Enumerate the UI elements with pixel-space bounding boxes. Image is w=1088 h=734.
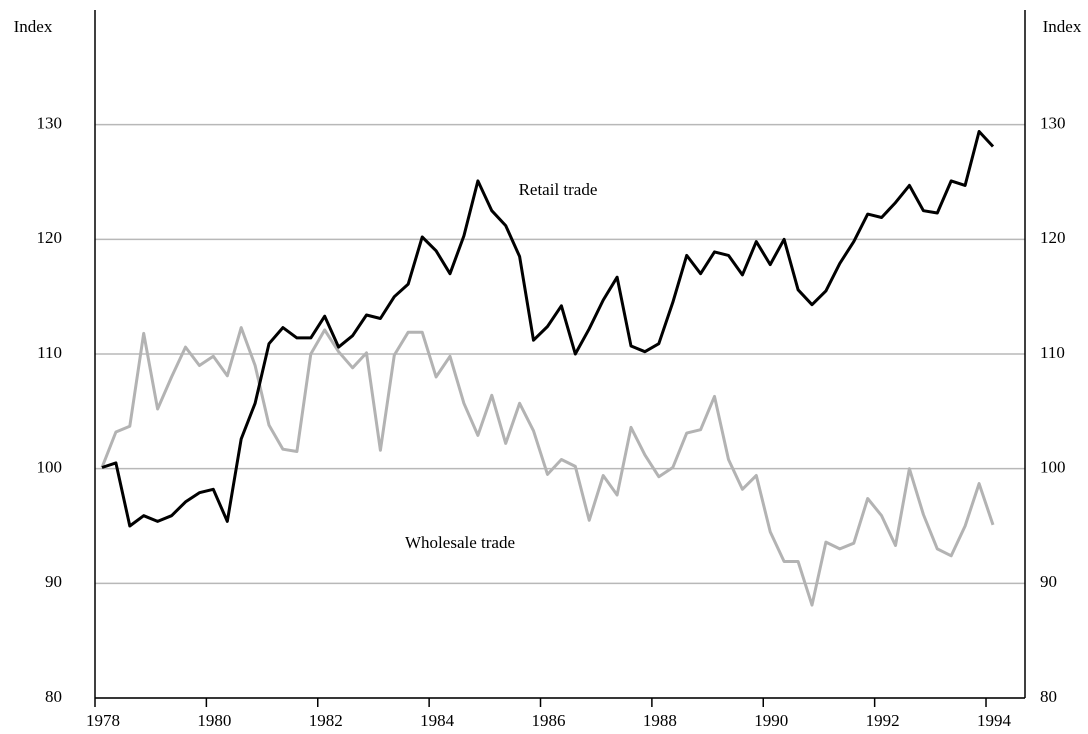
y-tick-label-left: 130 [37,114,63,133]
y-tick-label-right: 120 [1040,228,1066,247]
series-label: Wholesale trade [405,533,515,552]
x-tick-label: 1980 [197,711,231,730]
series-line [100,326,995,607]
y-tick-label-right: 80 [1040,687,1057,706]
y-tick-label-right: 90 [1040,572,1057,591]
y-tick-label-left: 90 [45,572,62,591]
x-tick-label: 1986 [532,711,566,730]
x-tick-label: 1984 [420,711,455,730]
series-line [101,130,995,528]
y-axis-title-left: Index [14,17,53,36]
series-label: Retail trade [519,180,598,199]
x-tick-label: 1990 [754,711,788,730]
x-tick-label: 1978 [86,711,120,730]
y-tick-label-left: 110 [37,343,62,362]
y-tick-label-left: 120 [37,228,63,247]
y-tick-label-left: 100 [37,458,63,477]
y-tick-label-left: 80 [45,687,62,706]
y-tick-label-right: 110 [1040,343,1065,362]
x-tick-label: 1994 [977,711,1012,730]
x-tick-label: 1982 [309,711,343,730]
y-tick-label-right: 100 [1040,458,1066,477]
y-axis-title-right: Index [1043,17,1082,36]
x-tick-label: 1988 [643,711,677,730]
x-tick-label: 1992 [866,711,900,730]
y-tick-label-right: 130 [1040,114,1066,133]
